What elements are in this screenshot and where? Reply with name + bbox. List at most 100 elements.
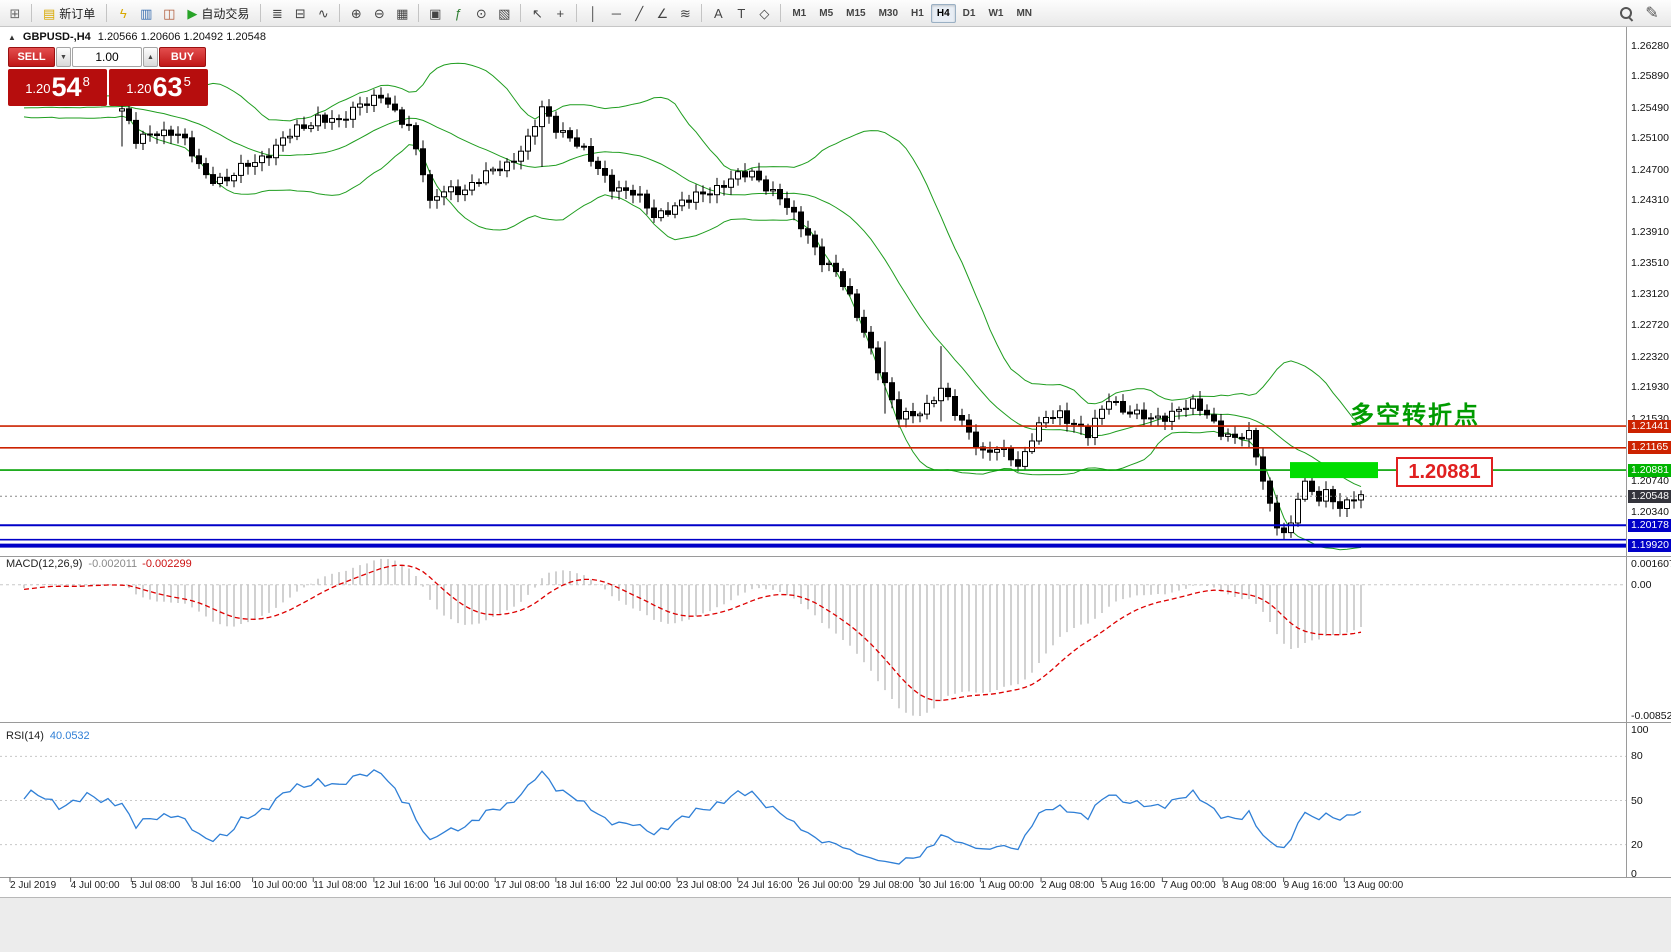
time-axis-label: 4 Jul 00:00 — [70, 880, 120, 891]
trendline-icon: ╱ — [635, 5, 644, 21]
price-callout-label[interactable]: 1.20881 — [1396, 457, 1493, 487]
data-window-icon[interactable]: ◫ — [158, 2, 180, 24]
bid-price-prefix: 1.20 — [25, 81, 51, 96]
macd-name: MACD(12,26,9) — [6, 558, 83, 570]
timeframe-h4-button[interactable]: H4 — [930, 3, 956, 23]
arrange-windows-icon: ▣ — [429, 5, 442, 21]
price-level-badge: 1.19920 — [1628, 539, 1671, 553]
search-icon[interactable] — [1619, 6, 1633, 20]
text-icon[interactable]: A — [707, 2, 729, 24]
price-panel[interactable] — [0, 62, 1626, 551]
horizontal-line-icon[interactable]: ─ — [605, 2, 627, 24]
vertical-line-icon[interactable]: │ — [582, 2, 604, 24]
buy-button[interactable]: BUY — [159, 47, 206, 67]
volume-decrease-button[interactable]: ▼ — [56, 47, 71, 67]
timeframe-m30-button[interactable]: M30 — [878, 7, 899, 19]
rsi-axis-label: 0 — [1631, 868, 1637, 880]
macd-main-value: -0.002011 — [88, 558, 138, 570]
price-axis-label: 1.23120 — [1631, 287, 1669, 300]
price-level-badge: 1.20178 — [1628, 518, 1671, 532]
toolbar-separator — [701, 4, 703, 22]
macd-axis-label: 0.00 — [1631, 578, 1652, 591]
time-axis-label: 5 Aug 16:00 — [1101, 880, 1156, 891]
text-icon: A — [713, 5, 723, 21]
green-highlight-box[interactable] — [1290, 462, 1378, 479]
toolbar-separator — [106, 4, 108, 22]
price-axis-label: 1.20340 — [1631, 506, 1669, 519]
zoom-in-icon[interactable]: ⊕ — [345, 2, 367, 24]
new-chart-icon[interactable]: ⊞ — [4, 2, 26, 24]
edit-icon[interactable]: ✎ — [1645, 5, 1659, 22]
ohlc-values: 1.20566 1.20606 1.20492 1.20548 — [97, 31, 266, 43]
crosshair-icon[interactable]: + — [549, 2, 571, 24]
time-axis-label: 7 Aug 00:00 — [1162, 880, 1216, 891]
arrange-windows-icon[interactable]: ▣ — [424, 2, 446, 24]
fibonacci-icon: ≋ — [679, 5, 691, 21]
horizontal-line-icon: ─ — [611, 5, 621, 21]
macd-indicator-label: MACD(12,26,9) -0.002011 -0.002299 — [6, 558, 192, 570]
tile-windows-icon[interactable]: ▦ — [391, 2, 413, 24]
macd-axis-label: 0.001607 — [1631, 558, 1671, 570]
annotation-text: 多空转折点 — [1350, 402, 1480, 429]
timeframe-d1-button[interactable]: D1 — [962, 7, 976, 19]
macd-panel[interactable] — [0, 558, 1626, 716]
bar-chart-icon[interactable]: ≣ — [266, 2, 288, 24]
buy-price-panel[interactable]: 1.20 63 5 — [109, 69, 208, 106]
ask-price-sup: 5 — [183, 74, 191, 89]
layouts-icon: ϟ — [119, 5, 127, 21]
periods-icon[interactable]: ⊙ — [470, 2, 492, 24]
bollinger-upper-band — [23, 62, 1362, 427]
chart-canvas[interactable] — [0, 27, 1671, 897]
candlestick-chart-icon[interactable]: ⊟ — [289, 2, 311, 24]
zoom-out-icon[interactable]: ⊖ — [368, 2, 390, 24]
tile-windows-icon: ▦ — [396, 5, 409, 21]
market-watch-icon[interactable]: ▥ — [135, 2, 157, 24]
bollinger-lower-band — [23, 115, 1362, 551]
indicators-icon[interactable]: ƒ — [447, 2, 469, 24]
rsi-panel[interactable] — [0, 755, 1626, 865]
timeframe-m1-button[interactable]: M1 — [792, 7, 807, 19]
new-order-button[interactable]: ▤ 新订单 — [37, 2, 101, 24]
price-axis-label: 1.24310 — [1631, 194, 1669, 207]
time-axis-label: 8 Aug 08:00 — [1223, 880, 1277, 891]
fibonacci-icon[interactable]: ≋ — [674, 2, 696, 24]
time-axis-label: 5 Jul 08:00 — [131, 880, 181, 891]
candlestick-chart-icon: ⊟ — [294, 5, 306, 21]
timeframe-mn-button[interactable]: MN — [1016, 7, 1032, 19]
trendline-icon[interactable]: ╱ — [628, 2, 650, 24]
sell-price-panel[interactable]: 1.20 54 8 — [8, 69, 107, 106]
time-axis-label: 10 Jul 00:00 — [252, 880, 308, 891]
macd-signal-value: -0.002299 — [142, 558, 192, 570]
macd-histogram — [23, 558, 1362, 716]
price-axis-label: 1.22320 — [1631, 350, 1669, 363]
line-chart-icon[interactable]: ∿ — [312, 2, 334, 24]
chart-area[interactable]: ▲ GBPUSD-,H4 1.20566 1.20606 1.20492 1.2… — [0, 27, 1671, 897]
channel-icon[interactable]: ∠ — [651, 2, 673, 24]
timeframe-m15-button[interactable]: M15 — [846, 7, 866, 19]
volume-increase-button[interactable]: ▲ — [143, 47, 158, 67]
price-axis-label: 1.24700 — [1631, 163, 1669, 176]
rsi-axis-label: 20 — [1631, 838, 1643, 851]
timeframe-w1-button[interactable]: W1 — [988, 7, 1004, 19]
market-watch-icon: ▥ — [140, 5, 153, 21]
volume-input[interactable] — [72, 47, 142, 67]
shapes-icon[interactable]: ◇ — [753, 2, 775, 24]
toolbar-separator — [31, 4, 32, 22]
sell-button[interactable]: SELL — [8, 47, 55, 67]
layouts-icon[interactable]: ϟ — [112, 2, 134, 24]
time-axis-label: 18 Jul 16:00 — [555, 880, 611, 891]
timeframe-m5-button[interactable]: M5 — [819, 7, 834, 19]
text-label-icon[interactable]: T — [730, 2, 752, 24]
rsi-axis-label: 80 — [1631, 750, 1643, 763]
auto-trading-button[interactable]: ▶ 自动交易 — [181, 2, 255, 24]
templates-icon[interactable]: ▧ — [493, 2, 515, 24]
data-window-icon: ◫ — [163, 5, 176, 21]
cursor-icon[interactable]: ↖ — [526, 2, 548, 24]
timeframe-h1-button[interactable]: H1 — [911, 7, 924, 19]
price-level-badge: 1.21441 — [1628, 419, 1671, 433]
price-axis-label: 1.26280 — [1631, 39, 1669, 52]
price-level-badge: 1.21165 — [1628, 441, 1671, 455]
shapes-icon: ◇ — [759, 5, 770, 21]
